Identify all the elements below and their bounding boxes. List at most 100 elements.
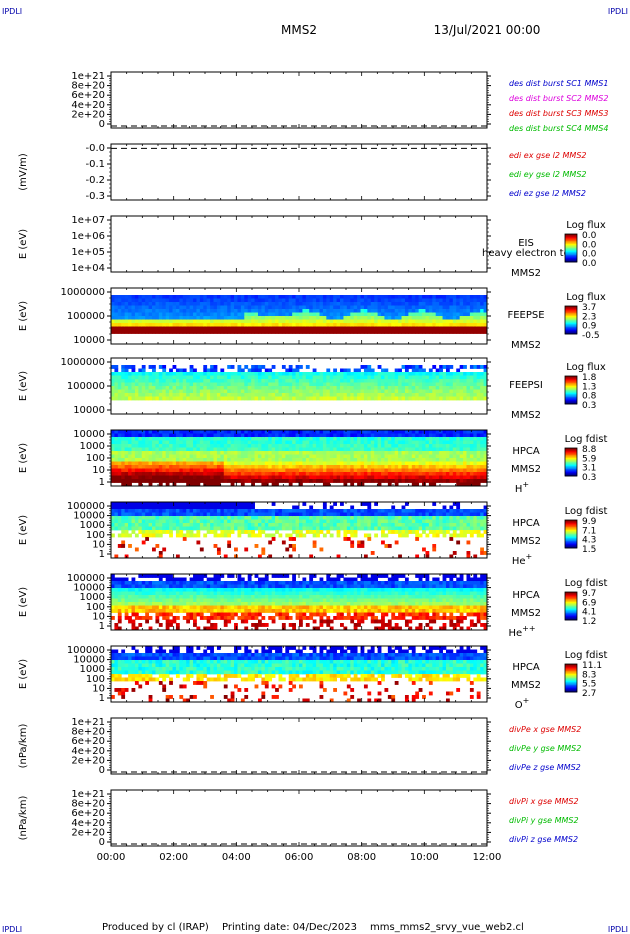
spectrogram-cell — [230, 386, 235, 390]
spectrogram-cell — [121, 430, 126, 434]
spectrogram-cell — [439, 298, 443, 303]
spectrogram-cell — [370, 372, 375, 376]
spectrogram-cell — [401, 316, 406, 320]
spectrogram-cell — [196, 512, 201, 517]
spectrogram-cell — [394, 298, 399, 303]
spectrogram-cell — [111, 430, 115, 434]
spectrogram-cell — [179, 302, 184, 306]
spectrogram-cell — [346, 368, 351, 373]
spectrogram-cell — [257, 309, 262, 313]
spectrogram-cell — [278, 302, 283, 306]
spectrogram-cell — [302, 305, 307, 310]
spectrogram-cell — [257, 305, 262, 310]
spectrogram-cell — [449, 444, 454, 448]
spectrogram-cell — [134, 302, 139, 306]
spectrogram-cell — [203, 451, 208, 455]
spectrogram-cell — [275, 472, 279, 476]
spectrogram-cell — [439, 396, 443, 401]
spectrogram-cell — [357, 302, 361, 306]
spectrogram-cell — [404, 393, 409, 397]
spectrogram-cell — [261, 530, 266, 534]
spectrogram-cell — [196, 382, 201, 387]
spectrogram-cell — [128, 386, 132, 390]
spectrogram-cell — [374, 430, 379, 434]
spectrogram-cell — [189, 319, 194, 324]
spectrogram-cell — [134, 386, 139, 390]
spectrogram-cell — [175, 302, 180, 306]
spectrogram-cell — [435, 458, 440, 462]
spectrogram-cell — [418, 454, 423, 459]
spectrogram-cell — [155, 516, 160, 520]
spectrogram-cell — [333, 396, 337, 401]
spectrogram-cell — [213, 389, 218, 394]
spectrogram-cell — [230, 330, 235, 334]
spectrogram-cell — [329, 440, 334, 445]
spectrogram-cell — [428, 396, 433, 401]
spectrogram-cell — [367, 396, 372, 401]
spectrogram-cell — [442, 458, 447, 462]
spectrogram-cell — [459, 379, 464, 383]
spectrogram-cell — [152, 365, 156, 369]
spectrogram-cell — [305, 319, 310, 324]
spectrogram-cell — [483, 468, 488, 473]
spectrogram-cell — [189, 312, 194, 317]
spectrogram-cell — [411, 465, 416, 469]
spectrogram-cell — [463, 444, 467, 448]
spectrogram-cell — [134, 393, 139, 397]
spectrogram-cell — [257, 447, 262, 452]
spectrogram-cell — [439, 440, 443, 445]
spectrogram-cell — [469, 468, 474, 473]
spectrogram-cell — [381, 430, 385, 434]
spectrogram-cell — [398, 454, 402, 459]
spectrogram-cell — [353, 465, 358, 469]
spectrogram-cell — [264, 312, 269, 317]
spectrogram-cell — [175, 309, 180, 313]
spectrogram-cell — [234, 433, 238, 438]
spectrogram-cell — [398, 475, 402, 480]
spectrogram-cell — [244, 433, 249, 438]
spectrogram-cell — [172, 365, 177, 369]
spectrogram-cell — [316, 312, 320, 317]
colorbar-cell — [565, 310, 577, 312]
spectrogram-cell — [251, 382, 255, 387]
spectrogram-cell — [210, 465, 214, 469]
spectrogram-cell — [213, 468, 218, 473]
spectrogram-cell — [350, 386, 355, 390]
spectrogram-cell — [353, 379, 358, 383]
spectrogram-cell — [244, 323, 249, 327]
spectrogram-cell — [469, 396, 474, 401]
spectrogram-cell — [445, 451, 450, 455]
spectrogram-cell — [346, 458, 351, 462]
spectrogram-cell — [114, 389, 119, 394]
spectrogram-cell — [121, 433, 126, 438]
spectrogram-cell — [439, 433, 443, 438]
spectrogram-cell — [172, 519, 177, 524]
spectrogram-cell — [213, 330, 218, 334]
spectrogram-cell — [432, 309, 437, 313]
spectrogram-cell — [203, 437, 208, 441]
spectrogram-cell — [428, 375, 433, 380]
colorbar-tick-label: 2.3 — [582, 312, 596, 322]
spectrogram-cell — [203, 509, 208, 513]
spectrogram-cell — [264, 526, 269, 531]
spectrogram-cell — [196, 509, 201, 513]
spectrogram-cell — [182, 465, 187, 469]
spectrogram-cell — [422, 305, 426, 310]
spectrogram-cell — [254, 454, 259, 459]
spectrogram-cell — [145, 386, 149, 390]
spectrogram-cell — [220, 319, 225, 324]
spectrogram-cell — [329, 375, 334, 380]
spectrogram-cell — [134, 309, 139, 313]
spectrogram-cell — [251, 482, 255, 487]
spectrogram-cell — [268, 523, 273, 527]
spectrogram-cell — [264, 468, 269, 473]
spectrogram-cell — [158, 389, 163, 394]
spectrogram-cell — [459, 316, 464, 320]
spectrogram-cell — [196, 519, 201, 524]
spectrogram-cell — [271, 372, 276, 376]
spectrogram-cell — [377, 440, 382, 445]
spectrogram-cell — [411, 475, 416, 480]
spectrogram-cell — [428, 312, 433, 317]
spectrogram-cell — [326, 389, 331, 394]
spectrogram-cell — [145, 326, 149, 331]
